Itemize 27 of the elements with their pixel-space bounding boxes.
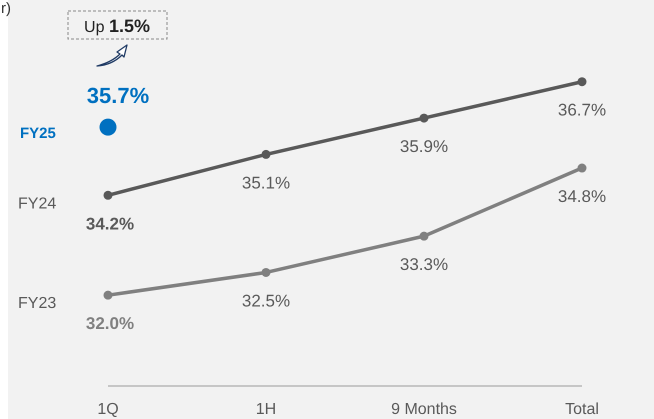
x-tick-label: 1Q <box>97 401 119 418</box>
data-label: 33.3% <box>400 255 448 274</box>
x-tick-label: 1H <box>256 401 276 418</box>
x-tick-label: Total <box>565 401 599 418</box>
text: FY25 <box>20 125 56 142</box>
point <box>104 290 112 300</box>
data-label: 32.5% <box>242 291 290 310</box>
point <box>578 77 586 86</box>
data-label: 34.2% <box>86 214 134 234</box>
x-tick-label: 9 Months <box>391 401 457 418</box>
annotation: Up 1.5% <box>84 16 150 36</box>
point <box>262 268 270 277</box>
point <box>578 164 586 173</box>
data-label: 34.8% <box>558 187 606 206</box>
point <box>420 232 428 241</box>
point <box>420 114 428 123</box>
data-label: 35.9% <box>400 137 448 156</box>
text: FY24 <box>18 195 56 212</box>
point <box>100 118 116 136</box>
data-label: 36.7% <box>558 100 606 120</box>
data-label: 32.0% <box>86 314 134 334</box>
data-label: 35.7% <box>86 83 150 108</box>
point <box>262 150 270 159</box>
point <box>104 190 112 200</box>
text: FY23 <box>18 295 56 312</box>
text: r) <box>1 0 11 17</box>
data-label: 35.1% <box>242 173 290 192</box>
